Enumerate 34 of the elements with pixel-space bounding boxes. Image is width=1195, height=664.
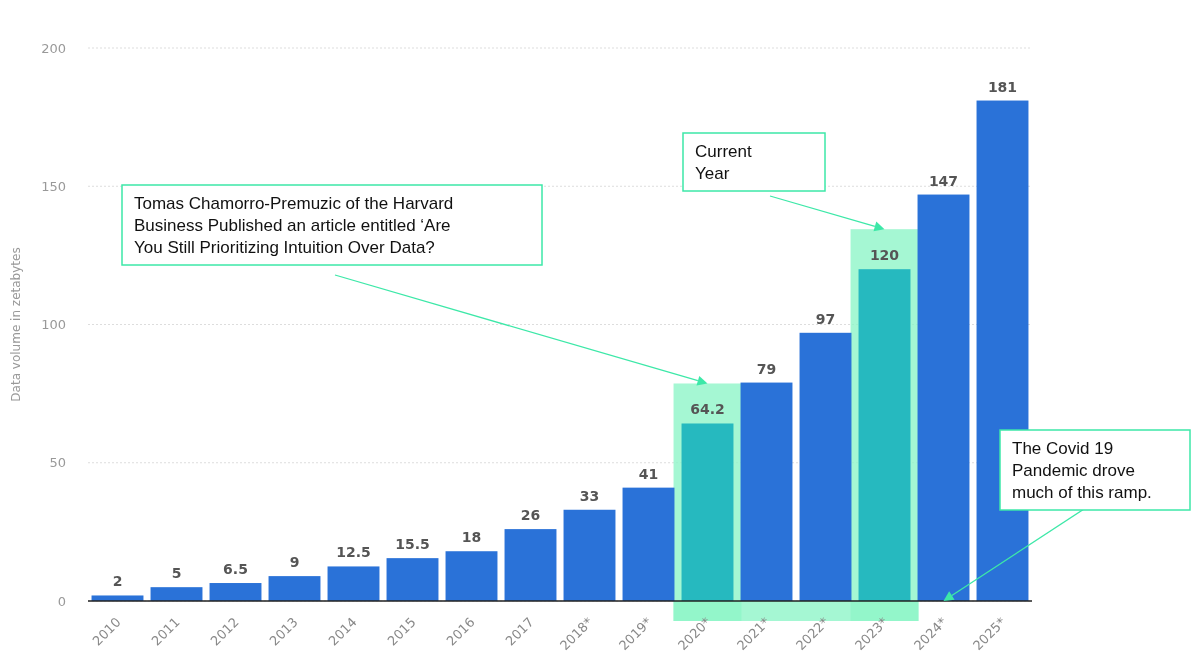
data-label: 181 [987,78,1018,95]
y-tick-label: 200 [41,40,66,56]
bar [209,583,262,601]
data-label: 147 [928,172,959,189]
data-label: 97 [815,310,836,327]
data-label: 64.2 [690,401,725,418]
data-label: 26 [520,507,541,524]
y-tick-label: 0 [57,593,66,609]
annotation: Current Year [695,142,752,183]
bar [445,551,498,601]
bar [386,558,439,601]
annotation: The Covid 19 Pandemic drove much of this ramp. [1012,439,1152,502]
y-axis-title: Data volume in zetabytes [9,247,23,402]
bar [327,566,380,601]
data-label: 120 [869,247,900,264]
y-tick-label: 150 [41,178,66,194]
bar [681,423,734,601]
data-label: 15.5 [395,536,430,553]
data-label: 6.5 [223,561,248,578]
y-tick-label: 100 [41,317,66,333]
y-tick-label: 50 [49,455,66,471]
data-label: 2 [112,573,123,590]
data-label: 41 [638,465,659,482]
bar [150,587,203,601]
data-label: 9 [289,554,300,571]
bar [563,509,616,601]
annotation: Tomas Chamorro-Premuzic of the Harvard Business Published an article entitled ‘Are You Still Prioritizing Intuition Over Data? [134,194,454,257]
bar [268,576,321,601]
data-label: 79 [756,360,777,377]
data-label: 18 [461,529,482,546]
data-label: 12.5 [336,544,371,561]
data-label: 5 [171,565,182,582]
data-label: 33 [579,487,600,504]
bar [504,529,557,601]
